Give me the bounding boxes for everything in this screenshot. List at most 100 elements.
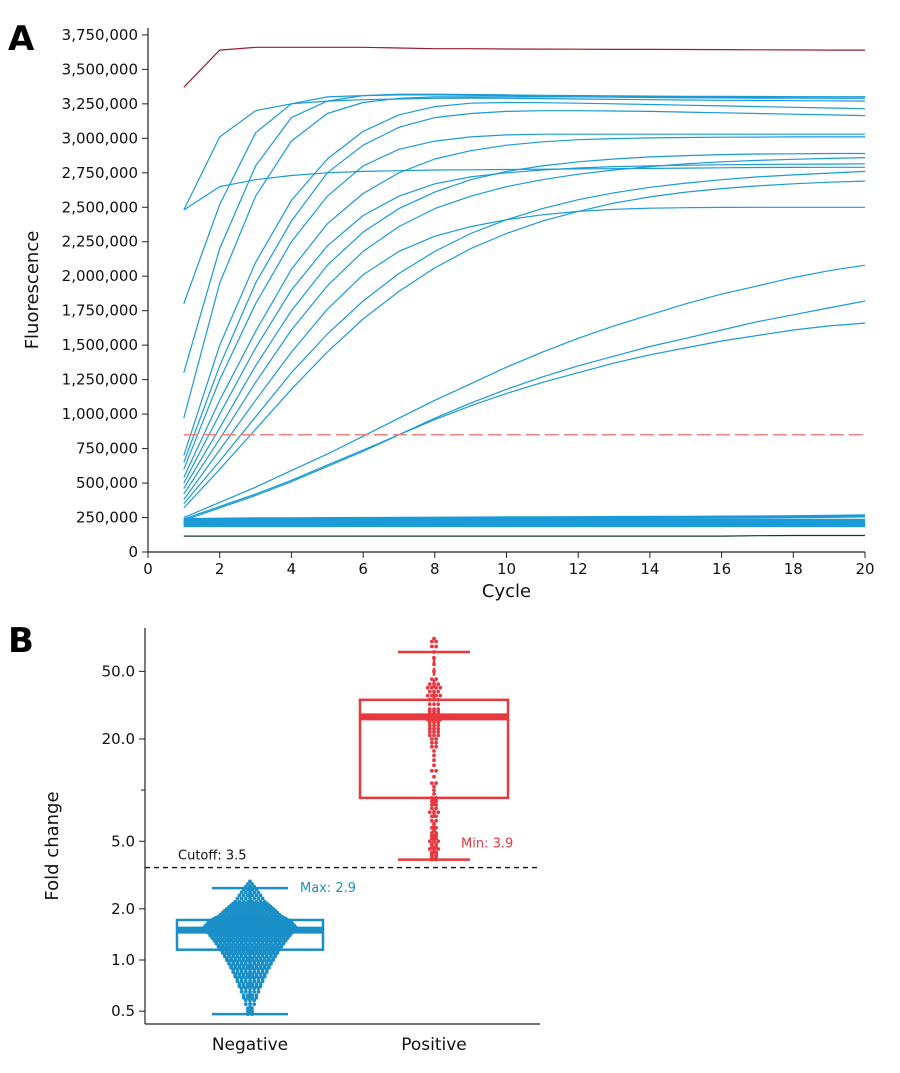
panel-b-point-positive [430, 818, 434, 823]
panel-b-points [201, 636, 443, 1016]
panel-b-point-negative [239, 970, 244, 974]
panel-b-point-positive [432, 720, 436, 725]
panel-a-x-tick-label: 4 [287, 560, 297, 578]
panel-b-cutoff-label: Cutoff: 3.5 [178, 849, 247, 864]
panel-b-point-negative [235, 979, 240, 984]
panel-a-series-line-positive [183, 206, 865, 500]
panel-b-point-negative [256, 896, 261, 901]
panel-b-point-negative [252, 979, 257, 984]
panel-b-point-positive [436, 702, 441, 707]
panel-b-point-negative [262, 899, 267, 904]
panel-a-x-tick-label: 8 [430, 560, 440, 578]
panel-b-point-positive [434, 768, 438, 773]
panel-a-y-tick-label: 2,500,000 [62, 198, 138, 216]
panel-a-series-line-positive [183, 136, 865, 478]
panel-b-point-negative [241, 982, 246, 987]
panel-b-point-positive [432, 707, 436, 711]
panel-a-y-tick-label: 250,000 [76, 509, 138, 527]
panel-a-series-line-positive [183, 96, 865, 419]
panel-a-series-line-positive [183, 133, 865, 470]
panel-b-point-negative [250, 882, 255, 886]
panel-b-point-positive [427, 810, 432, 815]
panel-a-y-tick-label: 500,000 [76, 474, 138, 492]
panel-b-point-positive [436, 689, 441, 694]
panel-b-axes: 0.5 1.0 2.0 5.0 20.0 50.0 Negative Positive [102, 628, 540, 1055]
panel-b-point-negative [252, 1002, 257, 1006]
panel-b-point-negative [258, 972, 263, 977]
panel-b-point-negative [260, 970, 265, 974]
panel-a-series-line-positive [183, 322, 866, 520]
panel-b-point-positive [438, 693, 443, 698]
panel-a-x-tick-label: 20 [855, 560, 874, 578]
panel-b-point-negative [243, 896, 248, 901]
panel-b-point-positive [436, 726, 441, 731]
panel-a-series-line-positive [183, 300, 866, 521]
panel-b-point-positive [436, 733, 441, 738]
panel-b-point-positive [432, 723, 436, 728]
panel-b-y-tick-label: 20.0 [102, 730, 135, 748]
panel-b-point-negative [243, 890, 248, 895]
panel-a-x-tick-label: 12 [569, 560, 588, 578]
panel-b-point-positive [425, 693, 430, 698]
panel-a-y-axis-title: Fluorescence [22, 231, 43, 350]
panel-a-series-line-positive [183, 101, 866, 456]
panel-a-x-tick-label: 18 [784, 560, 803, 578]
panel-b-point-negative [235, 896, 240, 901]
panel-b-point-positive [434, 818, 438, 823]
panel-b-point-negative [243, 1002, 248, 1006]
panel-b-point-negative [237, 899, 242, 904]
panel-b-point-positive [436, 720, 441, 725]
panel-b-point-positive [432, 749, 436, 753]
panel-b-point-negative [256, 970, 261, 974]
panel-b-point-negative [243, 970, 248, 974]
panel-a-axes: 0 2 4 6 8 10 12 14 16 18 20 0 250,000 500,000 750,000 1… [62, 26, 875, 578]
panel-b-category-label: Positive [401, 1035, 467, 1055]
panel-b-min-annotation: Min: 3.9 [461, 836, 513, 851]
panel-b-point-positive [434, 644, 438, 649]
panel-b-box-negative [175, 918, 325, 951]
panel-b-point-positive [430, 644, 434, 649]
panel-b-point-positive [430, 842, 434, 847]
panel-a-x-tick-label: 14 [640, 560, 659, 578]
panel-b-point-positive [427, 702, 432, 707]
panel-b-point-positive [434, 737, 438, 741]
panel-b-y-tick-label: 5.0 [111, 832, 135, 850]
panel-b-point-positive [432, 733, 436, 738]
panel-b-point-positive [430, 806, 434, 811]
panel-b-point-negative [254, 893, 259, 898]
panel-b-point-positive [430, 781, 434, 785]
panel-a-y-tick-label: 2,750,000 [62, 164, 138, 182]
panel-a-x-tick-label: 16 [712, 560, 731, 578]
panel-b-point-positive [430, 639, 434, 644]
panel-b-point-negative [256, 890, 261, 895]
panel-b-point-negative [254, 993, 259, 998]
panel-a-series [183, 46, 866, 537]
panel-b-point-negative [243, 989, 248, 994]
panel-b-max-annotation: Max: 2.9 [300, 881, 356, 896]
panel-b-point-negative [239, 890, 244, 895]
panel-b-point-negative [237, 982, 242, 987]
panel-b-letter: B [8, 621, 34, 661]
panel-b-point-negative [241, 972, 246, 977]
panel-b-point-negative [252, 970, 257, 974]
panel-b-point-positive [434, 781, 438, 785]
panel-b-point-negative [231, 970, 236, 974]
panel-b-point-positive [432, 730, 436, 734]
panel-b-point-negative [239, 896, 244, 901]
panel-b-point-negative [260, 896, 265, 901]
panel-b-point-positive [432, 792, 436, 796]
panel-b-point-positive [432, 753, 436, 758]
panel-b-point-negative [233, 899, 238, 904]
panel-a-series-line-top_control [183, 46, 865, 88]
panel-b-point-positive [432, 726, 436, 731]
panel-a-series-line-positive [183, 163, 866, 484]
panel-b-y-tick-label: 50.0 [102, 662, 135, 680]
panel-b-point-positive [436, 730, 441, 734]
panel-a-series-line-positive [183, 170, 866, 505]
panel-a-series-line-positive [183, 110, 866, 463]
panel-a-series-line-positive [183, 166, 865, 211]
panel-b-point-negative [258, 899, 263, 904]
panel-b-point-positive [432, 702, 436, 707]
panel-a-y-tick-label: 1,750,000 [62, 302, 138, 320]
panel-b-y-tick-label: 0.5 [111, 1002, 135, 1020]
